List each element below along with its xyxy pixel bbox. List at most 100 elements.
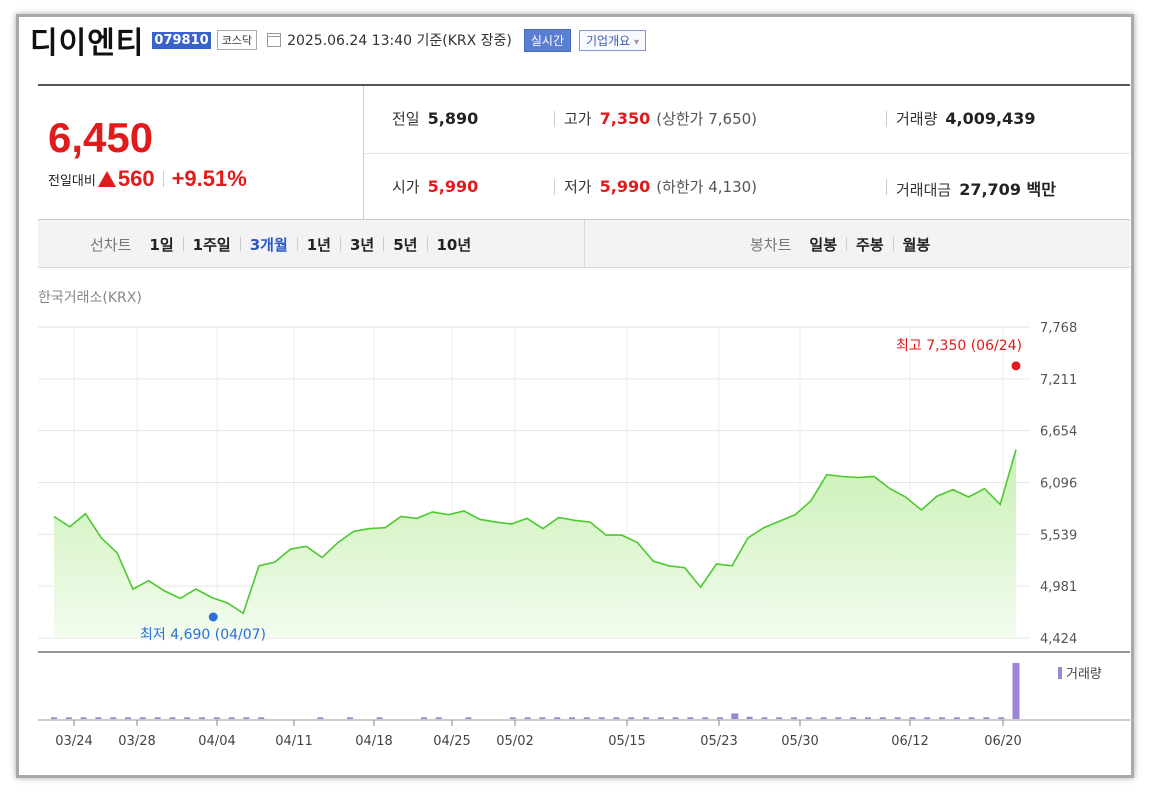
low-annotation: 최저 4,690 (04/07) <box>140 627 266 643</box>
volume-legend-swatch <box>1058 667 1062 679</box>
x-tick-label: 03/24 <box>55 734 92 749</box>
y-tick-label: 4,424 <box>1040 632 1077 647</box>
divider <box>426 237 428 251</box>
volume-bar <box>317 717 324 719</box>
y-tick-label: 7,211 <box>1040 373 1077 388</box>
volume-bar <box>435 717 442 719</box>
chart-period-tabs: 선차트 1일 1주일 3개월 1년 3년 5년 10년 봉차트 일봉 주봉 월봉 <box>38 220 1130 268</box>
stock-name: 디이엔티 <box>30 26 145 61</box>
prev-close-label: 전일 <box>392 110 420 128</box>
volume-bar <box>924 717 931 719</box>
candle-tab[interactable]: 월봉 <box>902 235 931 254</box>
current-price: 6,450 <box>48 114 154 161</box>
x-tick-label: 06/20 <box>984 734 1021 749</box>
candle-chart-tabs: 봉차트 일봉 주봉 월봉 <box>750 220 930 268</box>
volume-bar <box>746 716 753 719</box>
price-area <box>54 449 1016 638</box>
line-chart-label: 선차트 <box>90 235 132 254</box>
volume-bar <box>731 713 739 719</box>
volume-bar <box>820 717 827 719</box>
x-tick-label: 05/15 <box>608 734 645 749</box>
volume-bar <box>524 717 531 719</box>
high-value: 7,350 <box>599 109 651 128</box>
volume-bar <box>894 717 901 719</box>
volume-bar <box>65 717 72 719</box>
divider <box>846 237 848 251</box>
high-price: 고가 7,350 (상한가 7,650) <box>564 108 757 129</box>
high-annotation: 최고 7,350 (06/24) <box>896 338 1022 354</box>
x-tick-label: 04/04 <box>198 734 235 749</box>
volume-bar <box>228 717 235 719</box>
volume-bar <box>953 717 960 719</box>
divider <box>162 171 164 187</box>
divider <box>886 179 887 195</box>
realtime-button[interactable]: 실시간 <box>523 28 571 52</box>
volume-bar <box>805 717 812 719</box>
volume-bar <box>909 717 916 719</box>
open-value: 5,990 <box>427 177 479 196</box>
line-tab[interactable]: 1주일 <box>192 235 231 254</box>
line-tab[interactable]: 3년 <box>350 235 375 254</box>
volume-label: 거래량 <box>896 110 938 128</box>
low-label: 저가 <box>564 178 592 196</box>
divider <box>892 237 894 251</box>
up-arrow-icon <box>97 171 116 187</box>
company-overview-button[interactable]: 기업개요 ▾ <box>579 29 647 51</box>
x-tick-label: 04/18 <box>355 734 392 749</box>
volume-bar <box>539 717 546 719</box>
volume-bar <box>376 717 383 719</box>
volume-bar <box>850 717 857 719</box>
volume-bar <box>672 717 679 719</box>
y-tick-label: 5,539 <box>1040 528 1077 543</box>
volume-bar <box>879 717 886 719</box>
volume-bar <box>628 717 635 719</box>
volume-bar <box>154 717 161 719</box>
volume-bar <box>939 717 945 719</box>
volume-bar <box>687 717 694 719</box>
candle-tab[interactable]: 주봉 <box>856 235 884 254</box>
x-tick-label: 04/25 <box>433 734 470 749</box>
volume-bar <box>184 717 191 719</box>
screenshot-frame <box>16 14 1134 778</box>
y-tick-label: 6,654 <box>1040 425 1077 440</box>
volume: 거래량 4,009,439 <box>896 108 1036 129</box>
volume-bar <box>983 717 990 719</box>
volume-bar <box>791 717 797 719</box>
divider <box>584 220 585 268</box>
volume-value: 4,009,439 <box>945 109 1036 128</box>
volume-bar <box>1012 663 1020 719</box>
volume-legend-label: 거래량 <box>1066 667 1102 682</box>
line-tab[interactable]: 1일 <box>149 235 174 254</box>
candle-tab[interactable]: 일봉 <box>809 235 838 254</box>
volume-bar <box>51 717 57 719</box>
price-panel: 6,450 전일대비 560 +9.51% 전일 5,890 고가 7,350 … <box>38 84 1130 220</box>
divider <box>364 153 1130 154</box>
low-marker <box>208 612 218 622</box>
volume-bar <box>968 717 975 719</box>
y-tick-label: 6,096 <box>1040 477 1077 492</box>
calendar-icon <box>267 33 282 47</box>
line-tab[interactable]: 10년 <box>436 235 472 254</box>
chevron-down-icon: ▾ <box>634 36 640 48</box>
line-tab[interactable]: 1년 <box>306 235 331 254</box>
divider <box>886 111 887 127</box>
volume-bar <box>554 717 561 719</box>
current-price-box: 6,450 전일대비 560 +9.51% <box>38 86 364 220</box>
line-chart-tabs: 선차트 1일 1주일 3개월 1년 3년 5년 10년 <box>90 220 471 268</box>
volume-bar <box>95 717 102 719</box>
timestamp: 2025.06.24 13:40 기준(KRX 장중) <box>287 33 512 49</box>
trade-amount-value: 27,709 백만 <box>959 180 1056 199</box>
low-price: 저가 5,990 (하한가 4,130) <box>564 176 757 197</box>
market-badge: 코스닥 <box>216 30 258 50</box>
lower-limit: (하한가 4,130) <box>656 178 758 196</box>
divider <box>296 237 298 251</box>
line-tab[interactable]: 3개월 <box>249 235 288 254</box>
volume-bar <box>835 717 842 719</box>
volume-bar <box>613 717 620 719</box>
volume-bar <box>509 717 516 719</box>
x-tick-label: 05/02 <box>496 734 533 749</box>
line-tab[interactable]: 5년 <box>393 235 418 254</box>
price-line <box>53 449 1017 615</box>
volume-bar <box>169 717 176 719</box>
